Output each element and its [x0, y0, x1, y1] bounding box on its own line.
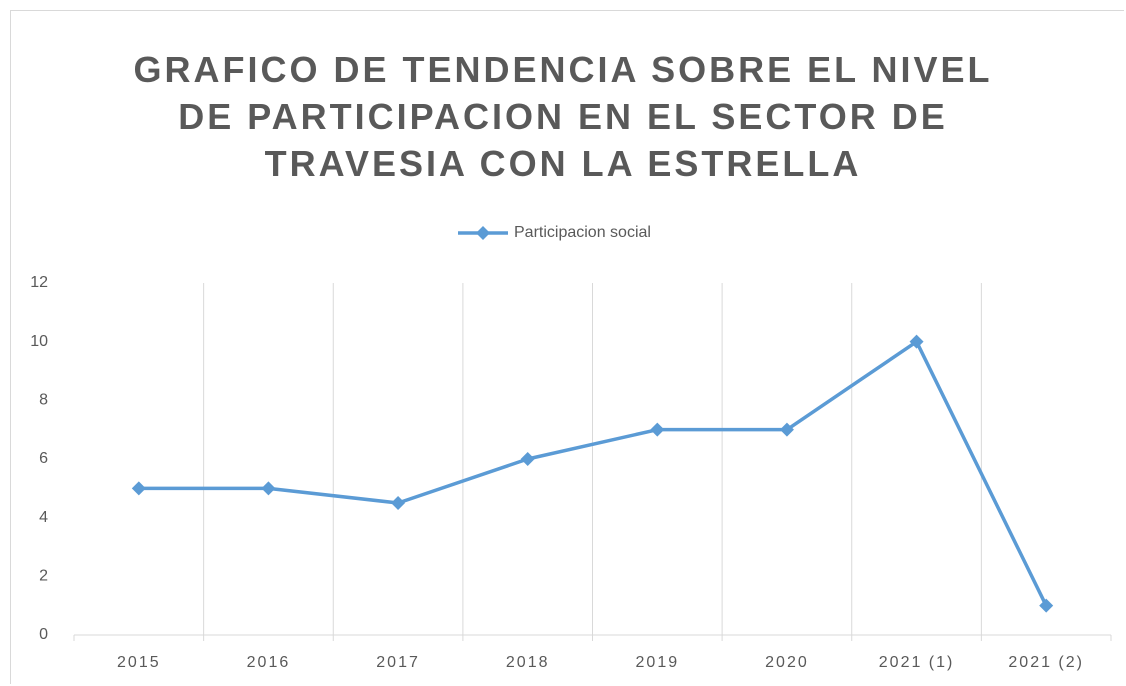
y-tick-label: 0	[39, 626, 48, 643]
y-tick-label: 2	[39, 568, 48, 585]
y-tick-label: 8	[39, 392, 48, 409]
y-tick-label: 12	[30, 274, 48, 291]
marker	[261, 481, 276, 496]
y-tick-label: 6	[39, 450, 48, 467]
marker	[650, 422, 665, 437]
chart-frame	[10, 10, 1124, 684]
y-tick-label: 10	[30, 333, 48, 350]
y-tick-label: 4	[39, 509, 48, 526]
title-box: GRAFICO DE TENDENCIA SOBRE EL NIVEL DE P…	[0, 46, 1126, 187]
marker	[391, 496, 406, 510]
legend-marker	[476, 226, 490, 240]
marker	[1039, 598, 1054, 613]
marker	[909, 334, 924, 349]
x-tick-label: 2019	[636, 654, 680, 671]
legend-label: Participacion social	[514, 224, 651, 241]
marker	[779, 422, 794, 437]
marker	[520, 452, 535, 466]
line	[138, 339, 1048, 607]
x-tick-label: 2021 (2)	[1008, 654, 1084, 671]
chart-title: GRAFICO DE TENDENCIA SOBRE EL NIVEL DE P…	[133, 49, 993, 184]
x-tick-label: 2020	[765, 654, 809, 671]
marker	[131, 481, 146, 496]
x-tick-label: 2021 (1)	[879, 654, 955, 671]
x-tick-label: 2017	[376, 654, 420, 671]
x-tick-label: 2018	[506, 654, 550, 671]
x-tick-label: 2016	[247, 654, 291, 671]
x-tick-label: 2015	[117, 654, 161, 671]
